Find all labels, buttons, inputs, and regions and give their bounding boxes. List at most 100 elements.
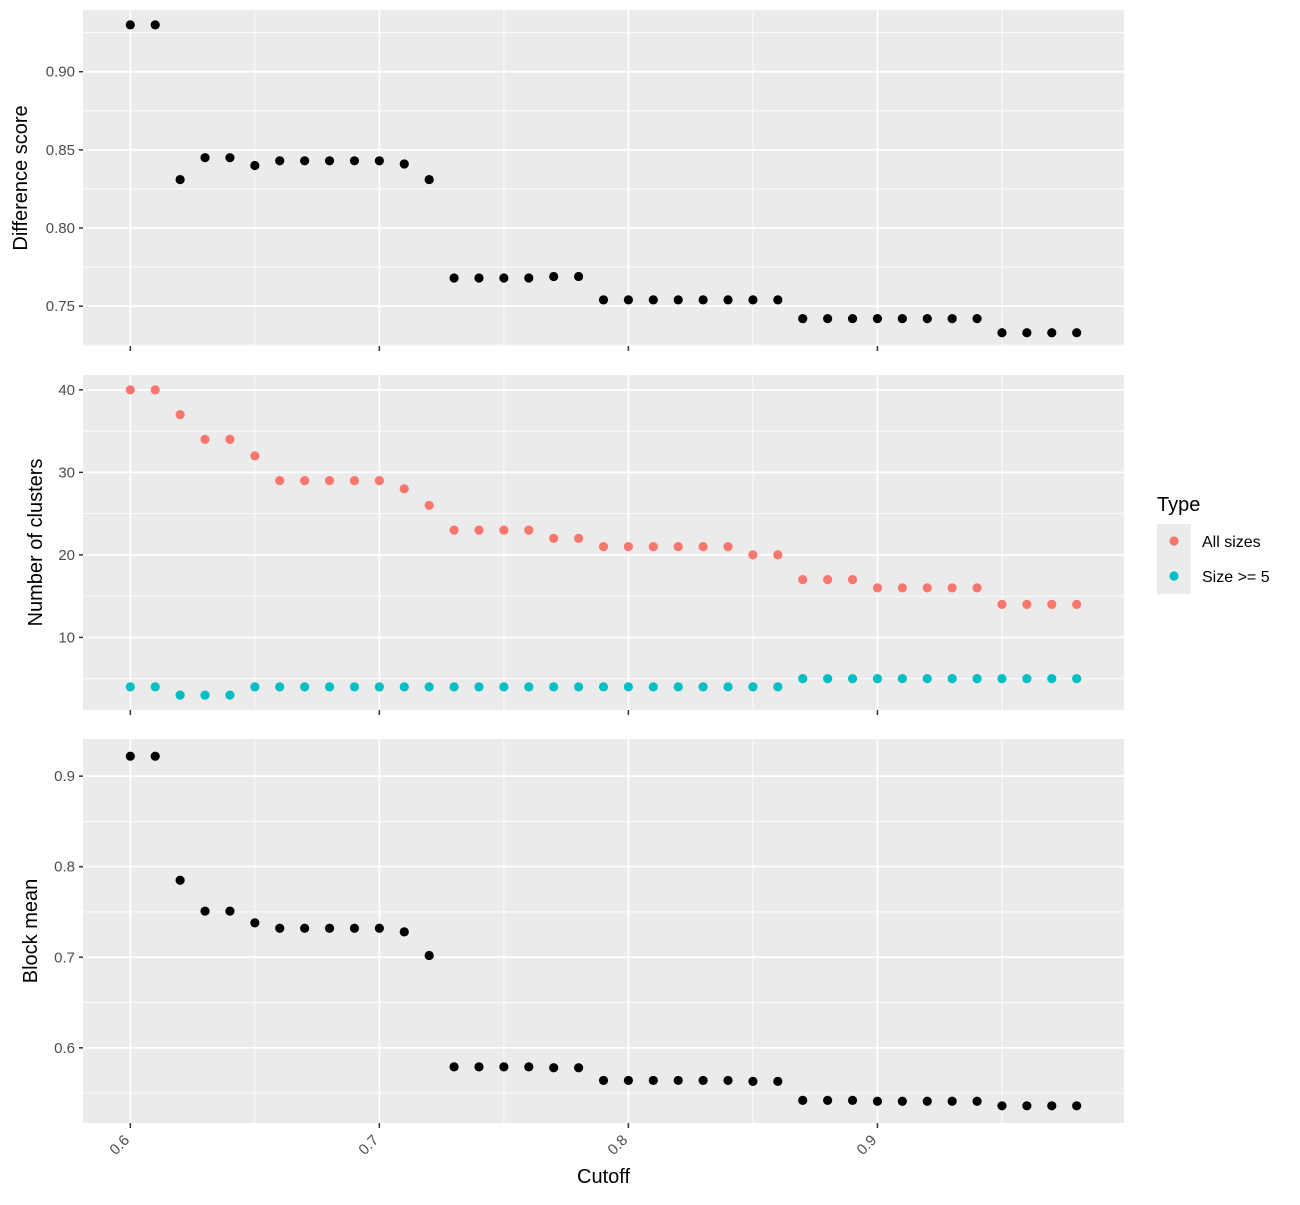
data-point <box>972 583 982 593</box>
data-point <box>499 1062 509 1072</box>
data-point <box>598 1075 609 1086</box>
data-point <box>250 682 260 692</box>
data-point <box>598 295 609 305</box>
data-point <box>648 295 658 305</box>
y-tick-label: 30 <box>58 464 75 481</box>
data-point <box>175 690 185 700</box>
data-point <box>150 682 160 692</box>
y-tick-label: 40 <box>58 382 75 399</box>
x-tick-label: 0.8 <box>604 1132 631 1159</box>
data-point <box>573 682 584 692</box>
data-point <box>1022 328 1032 338</box>
data-point <box>748 550 758 560</box>
data-point <box>897 674 907 684</box>
data-point <box>275 156 285 166</box>
data-point <box>922 1096 932 1106</box>
data-point <box>773 550 783 560</box>
x-axis-title: Cutoff <box>577 1166 630 1188</box>
data-point <box>324 156 335 166</box>
data-point <box>947 583 957 593</box>
data-point <box>1072 599 1082 609</box>
data-point <box>324 476 335 486</box>
data-point <box>374 923 384 933</box>
data-point <box>125 20 135 30</box>
data-point <box>300 682 310 692</box>
data-point <box>524 273 534 283</box>
series-2 <box>125 674 1082 700</box>
data-point <box>549 682 559 692</box>
data-point <box>872 583 883 593</box>
data-point <box>474 1062 484 1072</box>
series-1 <box>125 385 1082 609</box>
data-point <box>150 20 160 30</box>
data-point <box>1047 674 1057 684</box>
data-point <box>399 159 409 169</box>
data-point <box>573 533 584 543</box>
data-point <box>1047 1101 1057 1111</box>
data-point <box>150 751 160 761</box>
data-point <box>897 583 907 593</box>
data-point <box>374 156 384 166</box>
data-point <box>823 314 833 324</box>
data-point <box>698 295 708 305</box>
data-point <box>1047 328 1057 338</box>
data-point <box>1022 674 1032 684</box>
data-point <box>549 1063 559 1073</box>
data-point <box>399 927 409 937</box>
data-point <box>1072 674 1082 684</box>
data-point <box>823 1095 833 1105</box>
data-point <box>972 674 982 684</box>
data-point <box>997 599 1007 609</box>
data-point <box>847 575 858 585</box>
data-point <box>847 314 858 324</box>
data-point <box>474 273 484 283</box>
data-point <box>1072 328 1082 338</box>
data-point <box>225 434 235 444</box>
data-point <box>250 918 260 928</box>
data-point <box>250 160 260 171</box>
legend-key-background <box>1157 524 1191 594</box>
data-point <box>847 1095 858 1105</box>
y-tick-label: 0.9 <box>54 768 75 785</box>
data-point <box>748 295 758 305</box>
data-point <box>698 542 708 552</box>
data-point <box>748 682 758 692</box>
y-tick-label: 0.85 <box>46 142 75 159</box>
y-tick-label: 0.90 <box>46 64 75 81</box>
data-point <box>200 906 210 916</box>
data-point <box>399 682 409 692</box>
data-point <box>673 295 683 305</box>
panel-1: 0.75 0.80 0.85 0.90 Difference score <box>10 10 1124 351</box>
data-point <box>798 575 808 585</box>
data-point <box>225 906 235 916</box>
data-point <box>200 153 210 163</box>
data-point <box>225 690 235 700</box>
panel-3: 0.6 0.7 0.8 0.9 0.6 0.7 0.8 0.9 Block mean Cutoff <box>20 739 1124 1188</box>
data-point <box>947 1096 957 1106</box>
y-tick-label: 0.8 <box>54 859 75 876</box>
data-point <box>897 1096 907 1106</box>
data-point <box>872 674 883 684</box>
data-point <box>648 682 658 692</box>
data-point <box>524 682 534 692</box>
data-point <box>598 682 609 692</box>
data-point <box>349 923 360 933</box>
data-point <box>449 273 459 283</box>
data-point <box>673 1075 683 1086</box>
panel-background <box>83 10 1124 346</box>
data-point <box>275 923 285 933</box>
data-point <box>673 682 683 692</box>
data-point <box>424 950 434 961</box>
data-point <box>175 174 185 185</box>
data-point <box>175 875 185 885</box>
data-point <box>748 1076 758 1086</box>
y-tick-label: 0.80 <box>46 220 75 237</box>
data-point <box>798 314 808 324</box>
data-point <box>798 1095 808 1105</box>
data-point <box>972 314 982 324</box>
series-1 <box>125 751 1082 1111</box>
data-point <box>922 314 932 324</box>
legend-title: Type <box>1157 494 1200 516</box>
y-tick-label: 20 <box>58 547 75 564</box>
x-tick-label: 0.9 <box>854 1132 881 1159</box>
